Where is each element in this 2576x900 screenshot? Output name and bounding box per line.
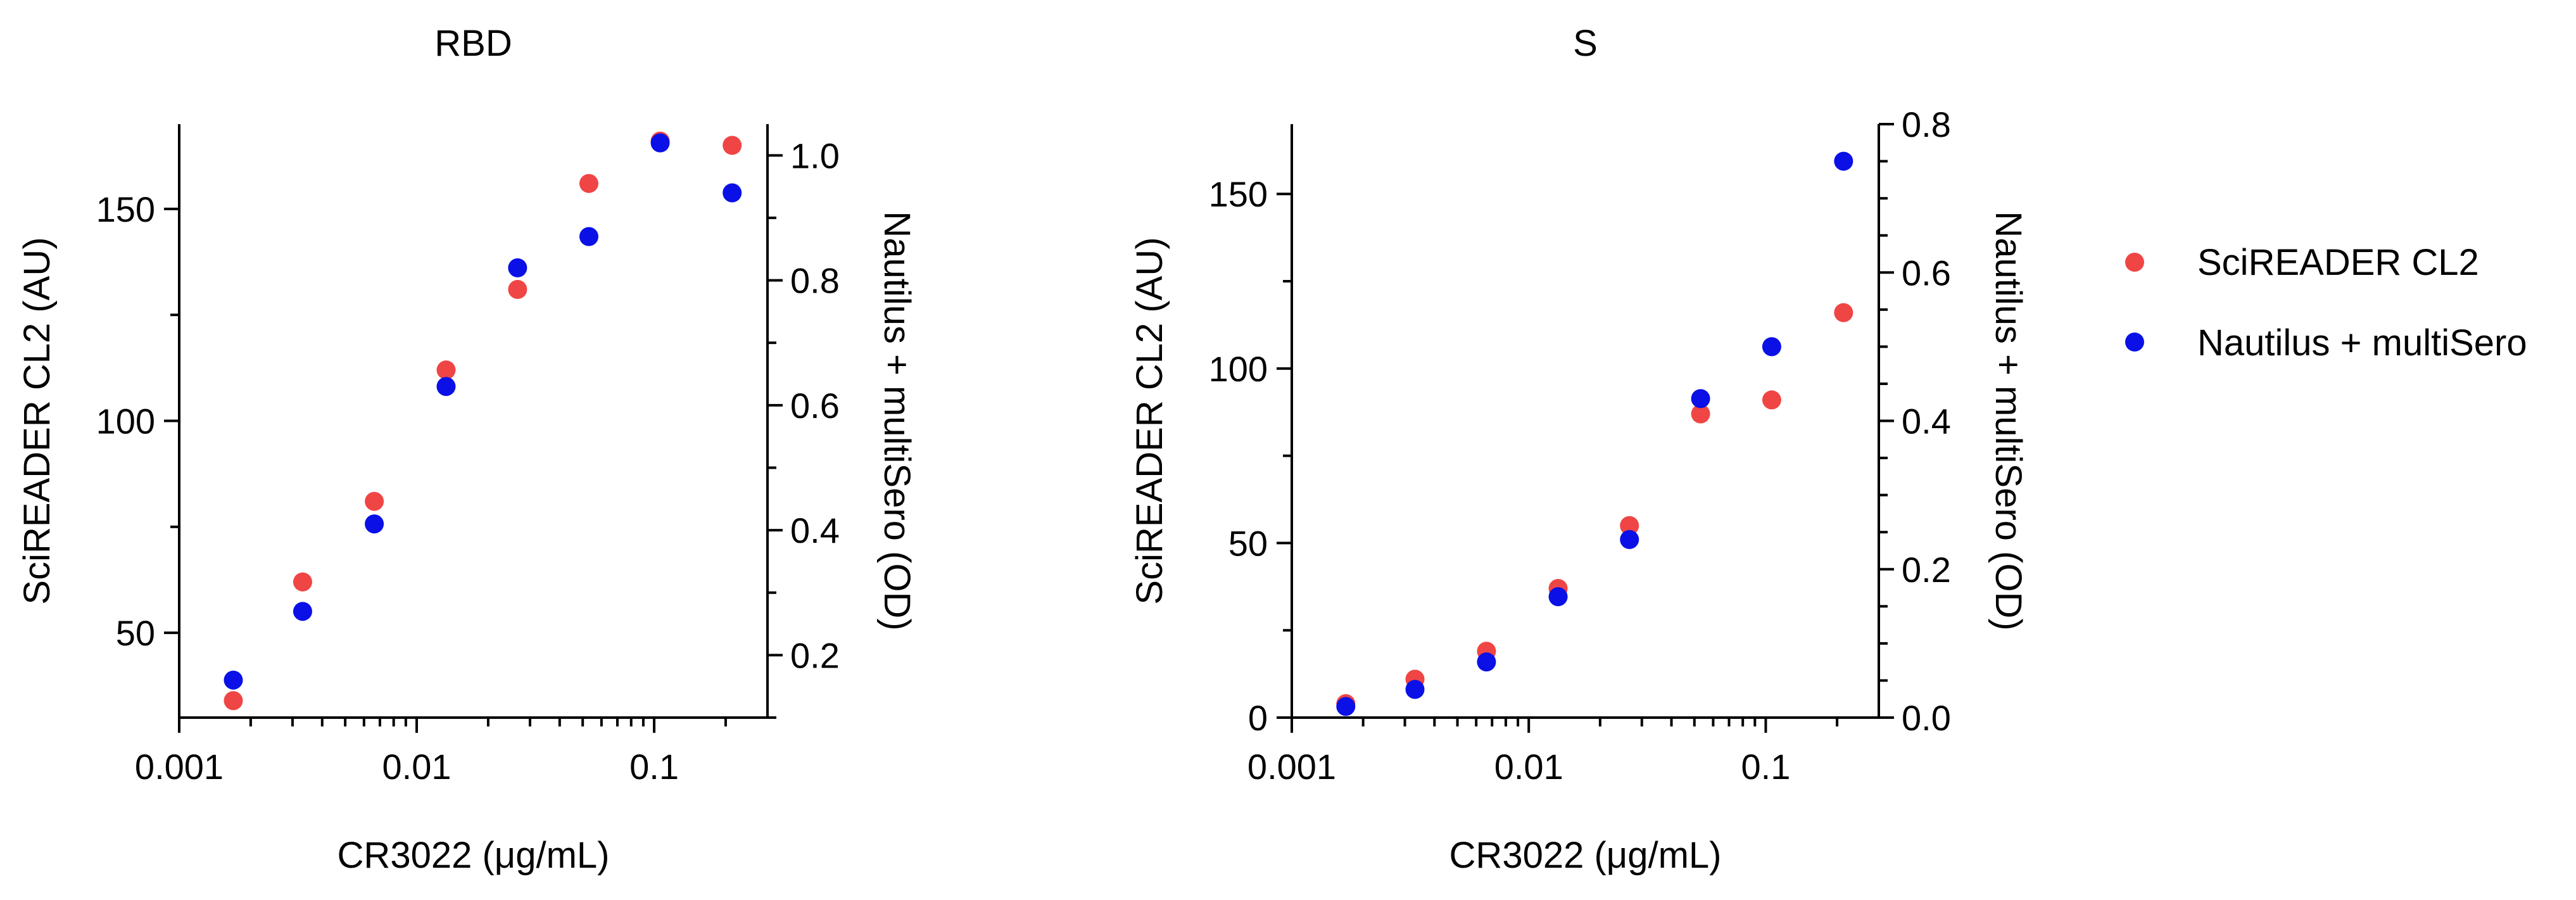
legend-marker-nautilus: [2125, 333, 2144, 352]
right-y-tick-label: 0.6: [1902, 253, 1951, 293]
right-y-tick-label: 1.0: [790, 136, 840, 175]
right-y-tick-label: 0.4: [1902, 402, 1951, 441]
x-tick-label: 0.001: [135, 747, 224, 787]
data-point-scireader: [436, 360, 456, 380]
right-y-tick-label: 0.8: [1902, 105, 1951, 144]
left-y-tick-label: 100: [96, 402, 155, 441]
data-point-scireader: [293, 572, 312, 592]
right-y-tick-label: 0.8: [790, 261, 840, 301]
data-point-nautilus: [436, 377, 456, 396]
data-point-nautilus: [1336, 697, 1356, 716]
data-point-scireader: [1691, 404, 1710, 424]
data-point-nautilus: [365, 514, 384, 534]
data-point-nautilus: [579, 227, 598, 246]
right-y-tick-label: 0.2: [1902, 550, 1951, 590]
left-y-tick-label: 0: [1248, 698, 1268, 738]
right-y-tick-label: 0.4: [790, 510, 840, 550]
x-axis-label: CR3022 (μg/mL): [338, 835, 610, 876]
legend-marker-scireader: [2125, 253, 2144, 272]
left-y-tick-label: 100: [1209, 349, 1268, 389]
data-point-nautilus: [1834, 151, 1853, 171]
data-point-scireader: [224, 691, 243, 711]
data-point-scireader: [1834, 303, 1853, 322]
data-point-nautilus: [1405, 680, 1425, 699]
x-tick-label: 0.01: [1494, 747, 1563, 787]
data-point-nautilus: [1762, 337, 1781, 357]
chart-title-s: S: [1573, 23, 1598, 64]
right-y-tick-label: 0.6: [790, 386, 840, 426]
data-point-nautilus: [1477, 652, 1496, 672]
x-axis-label: CR3022 (μg/mL): [1449, 835, 1722, 876]
data-point-scireader: [365, 491, 384, 511]
data-point-nautilus: [293, 602, 312, 621]
legend: SciREADER CL2 Nautilus + multiSero: [2125, 242, 2527, 364]
legend-label-scireader: SciREADER CL2: [2197, 242, 2479, 283]
x-tick-label: 0.001: [1247, 747, 1336, 787]
data-point-scireader: [1762, 390, 1781, 410]
x-tick-label: 0.01: [382, 747, 451, 787]
chart-panel-rbd: 0.001 0.01 0.1 50 100 150 0.2 0.4 0.6 0.8 1.0 RBD CR…: [16, 23, 918, 876]
legend-label-nautilus: Nautilus + multiSero: [2197, 322, 2527, 364]
right-y-tick-label: 0.2: [790, 635, 840, 675]
data-point-nautilus: [723, 183, 742, 203]
left-y-tick-label: 150: [96, 189, 155, 229]
left-y-tick-label: 50: [1228, 523, 1268, 563]
chart-panel-s: 0.001 0.01 0.1 0 50 100 150 0.0 0.2 0.4 0.6 0.8 S CR3…: [1129, 23, 2029, 876]
data-point-scireader: [579, 174, 598, 193]
data-point-scireader: [1620, 516, 1639, 535]
data-point-nautilus: [224, 670, 243, 690]
left-y-tick-label: 50: [116, 613, 155, 653]
right-y-axis-label: Nautilus + multiSero (OD): [1988, 211, 2029, 630]
left-y-tick-label: 150: [1209, 174, 1268, 214]
data-point-nautilus: [508, 258, 527, 277]
chart-title-rbd: RBD: [434, 23, 512, 64]
data-point-nautilus: [1691, 389, 1710, 409]
data-point-scireader: [508, 280, 527, 300]
right-y-axis-label: Nautilus + multiSero (OD): [876, 211, 918, 630]
data-point-nautilus: [1548, 587, 1568, 607]
data-point-nautilus: [650, 133, 670, 153]
data-point-nautilus: [1620, 529, 1639, 549]
left-y-axis-label: SciREADER CL2 (AU): [16, 237, 58, 604]
x-tick-label: 0.1: [1741, 747, 1791, 787]
left-y-axis-label: SciREADER CL2 (AU): [1129, 237, 1170, 604]
right-y-tick-label: 0.0: [1902, 698, 1951, 738]
x-tick-label: 0.1: [629, 747, 679, 787]
data-point-scireader: [723, 136, 742, 155]
